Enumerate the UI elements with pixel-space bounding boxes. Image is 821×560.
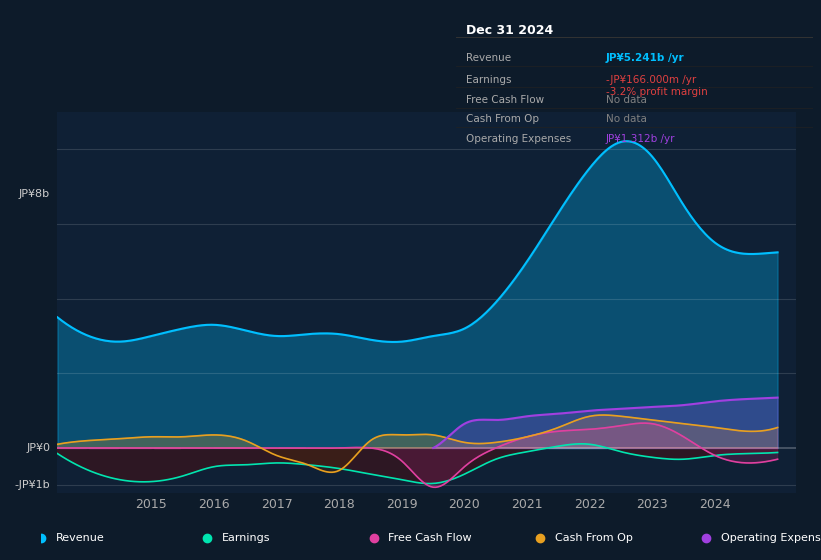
Text: Revenue: Revenue <box>56 533 104 543</box>
Text: No data: No data <box>606 95 646 105</box>
Text: -3.2% profit margin: -3.2% profit margin <box>606 87 708 97</box>
Text: Earnings: Earnings <box>466 74 511 85</box>
Text: JP¥0: JP¥0 <box>26 443 50 453</box>
Text: Cash From Op: Cash From Op <box>555 533 632 543</box>
Text: Revenue: Revenue <box>466 53 511 63</box>
Text: JP¥5.241b /yr: JP¥5.241b /yr <box>606 53 684 63</box>
Text: Free Cash Flow: Free Cash Flow <box>466 95 544 105</box>
Text: -JP¥166.000m /yr: -JP¥166.000m /yr <box>606 74 696 85</box>
Text: No data: No data <box>606 114 646 124</box>
Text: -JP¥1b: -JP¥1b <box>15 480 50 491</box>
Text: Cash From Op: Cash From Op <box>466 114 539 124</box>
Text: Operating Expenses: Operating Expenses <box>466 134 571 144</box>
Text: Earnings: Earnings <box>222 533 271 543</box>
Text: JP¥1.312b /yr: JP¥1.312b /yr <box>606 134 675 144</box>
Text: Operating Expenses: Operating Expenses <box>721 533 821 543</box>
Text: Free Cash Flow: Free Cash Flow <box>388 533 472 543</box>
Text: Dec 31 2024: Dec 31 2024 <box>466 24 553 38</box>
Text: JP¥8b: JP¥8b <box>19 189 50 199</box>
